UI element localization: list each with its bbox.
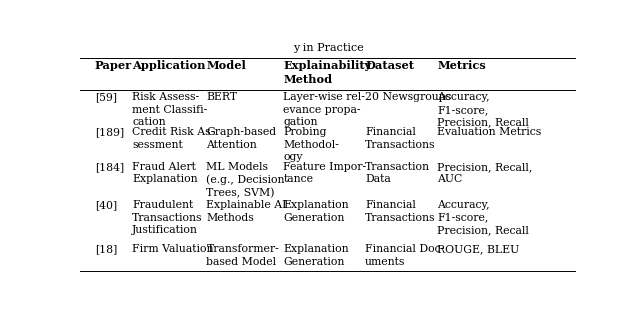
Text: Layer-wise rel-
evance propa-
gation: Layer-wise rel- evance propa- gation	[284, 92, 365, 127]
Text: Model: Model	[207, 60, 246, 71]
Text: Firm Valuation: Firm Valuation	[132, 244, 214, 254]
Text: y in Practice: y in Practice	[292, 43, 364, 53]
Text: [59]: [59]	[95, 92, 117, 102]
Text: ML Models
(e.g., Decision
Trees, SVM): ML Models (e.g., Decision Trees, SVM)	[207, 162, 285, 198]
Text: [184]: [184]	[95, 162, 124, 172]
Text: BERT: BERT	[207, 92, 237, 102]
Text: [189]: [189]	[95, 127, 124, 137]
Text: 20 Newsgroups: 20 Newsgroups	[365, 92, 451, 102]
Text: Transformer-
based Model: Transformer- based Model	[207, 244, 279, 267]
Text: [18]: [18]	[95, 244, 117, 254]
Text: Dataset: Dataset	[365, 60, 414, 71]
Text: Graph-based
Attention: Graph-based Attention	[207, 127, 276, 150]
Text: Application: Application	[132, 60, 205, 71]
Text: Metrics: Metrics	[437, 60, 486, 71]
Text: Fraudulent
Transactions
Justification: Fraudulent Transactions Justification	[132, 200, 203, 235]
Text: Precision, Recall,
AUC: Precision, Recall, AUC	[437, 162, 532, 184]
Text: Transaction
Data: Transaction Data	[365, 162, 430, 184]
Text: Evaluation Metrics: Evaluation Metrics	[437, 127, 541, 137]
Text: Feature Impor-
tance: Feature Impor- tance	[284, 162, 367, 184]
Text: Explanation
Generation: Explanation Generation	[284, 200, 349, 223]
Text: Financial Doc-
uments: Financial Doc- uments	[365, 244, 444, 267]
Text: Financial
Transactions: Financial Transactions	[365, 200, 436, 223]
Text: Probing
Methodol-
ogy: Probing Methodol- ogy	[284, 127, 339, 162]
Text: Explainable AI
Methods: Explainable AI Methods	[207, 200, 287, 223]
Text: Risk Assess-
ment Classifi-
cation: Risk Assess- ment Classifi- cation	[132, 92, 207, 127]
Text: Explanation
Generation: Explanation Generation	[284, 244, 349, 267]
Text: Credit Risk As-
sessment: Credit Risk As- sessment	[132, 127, 214, 150]
Text: Accuracy,
F1-score,
Precision, Recall: Accuracy, F1-score, Precision, Recall	[437, 200, 529, 235]
Text: Accuracy,
F1-score,
Precision, Recall: Accuracy, F1-score, Precision, Recall	[437, 92, 529, 127]
Text: Explainability
Method: Explainability Method	[284, 60, 372, 85]
Text: Financial
Transactions: Financial Transactions	[365, 127, 436, 150]
Text: ROUGE, BLEU: ROUGE, BLEU	[437, 244, 520, 254]
Text: Paper: Paper	[95, 60, 132, 71]
Text: Fraud Alert
Explanation: Fraud Alert Explanation	[132, 162, 198, 184]
Text: [40]: [40]	[95, 200, 117, 210]
